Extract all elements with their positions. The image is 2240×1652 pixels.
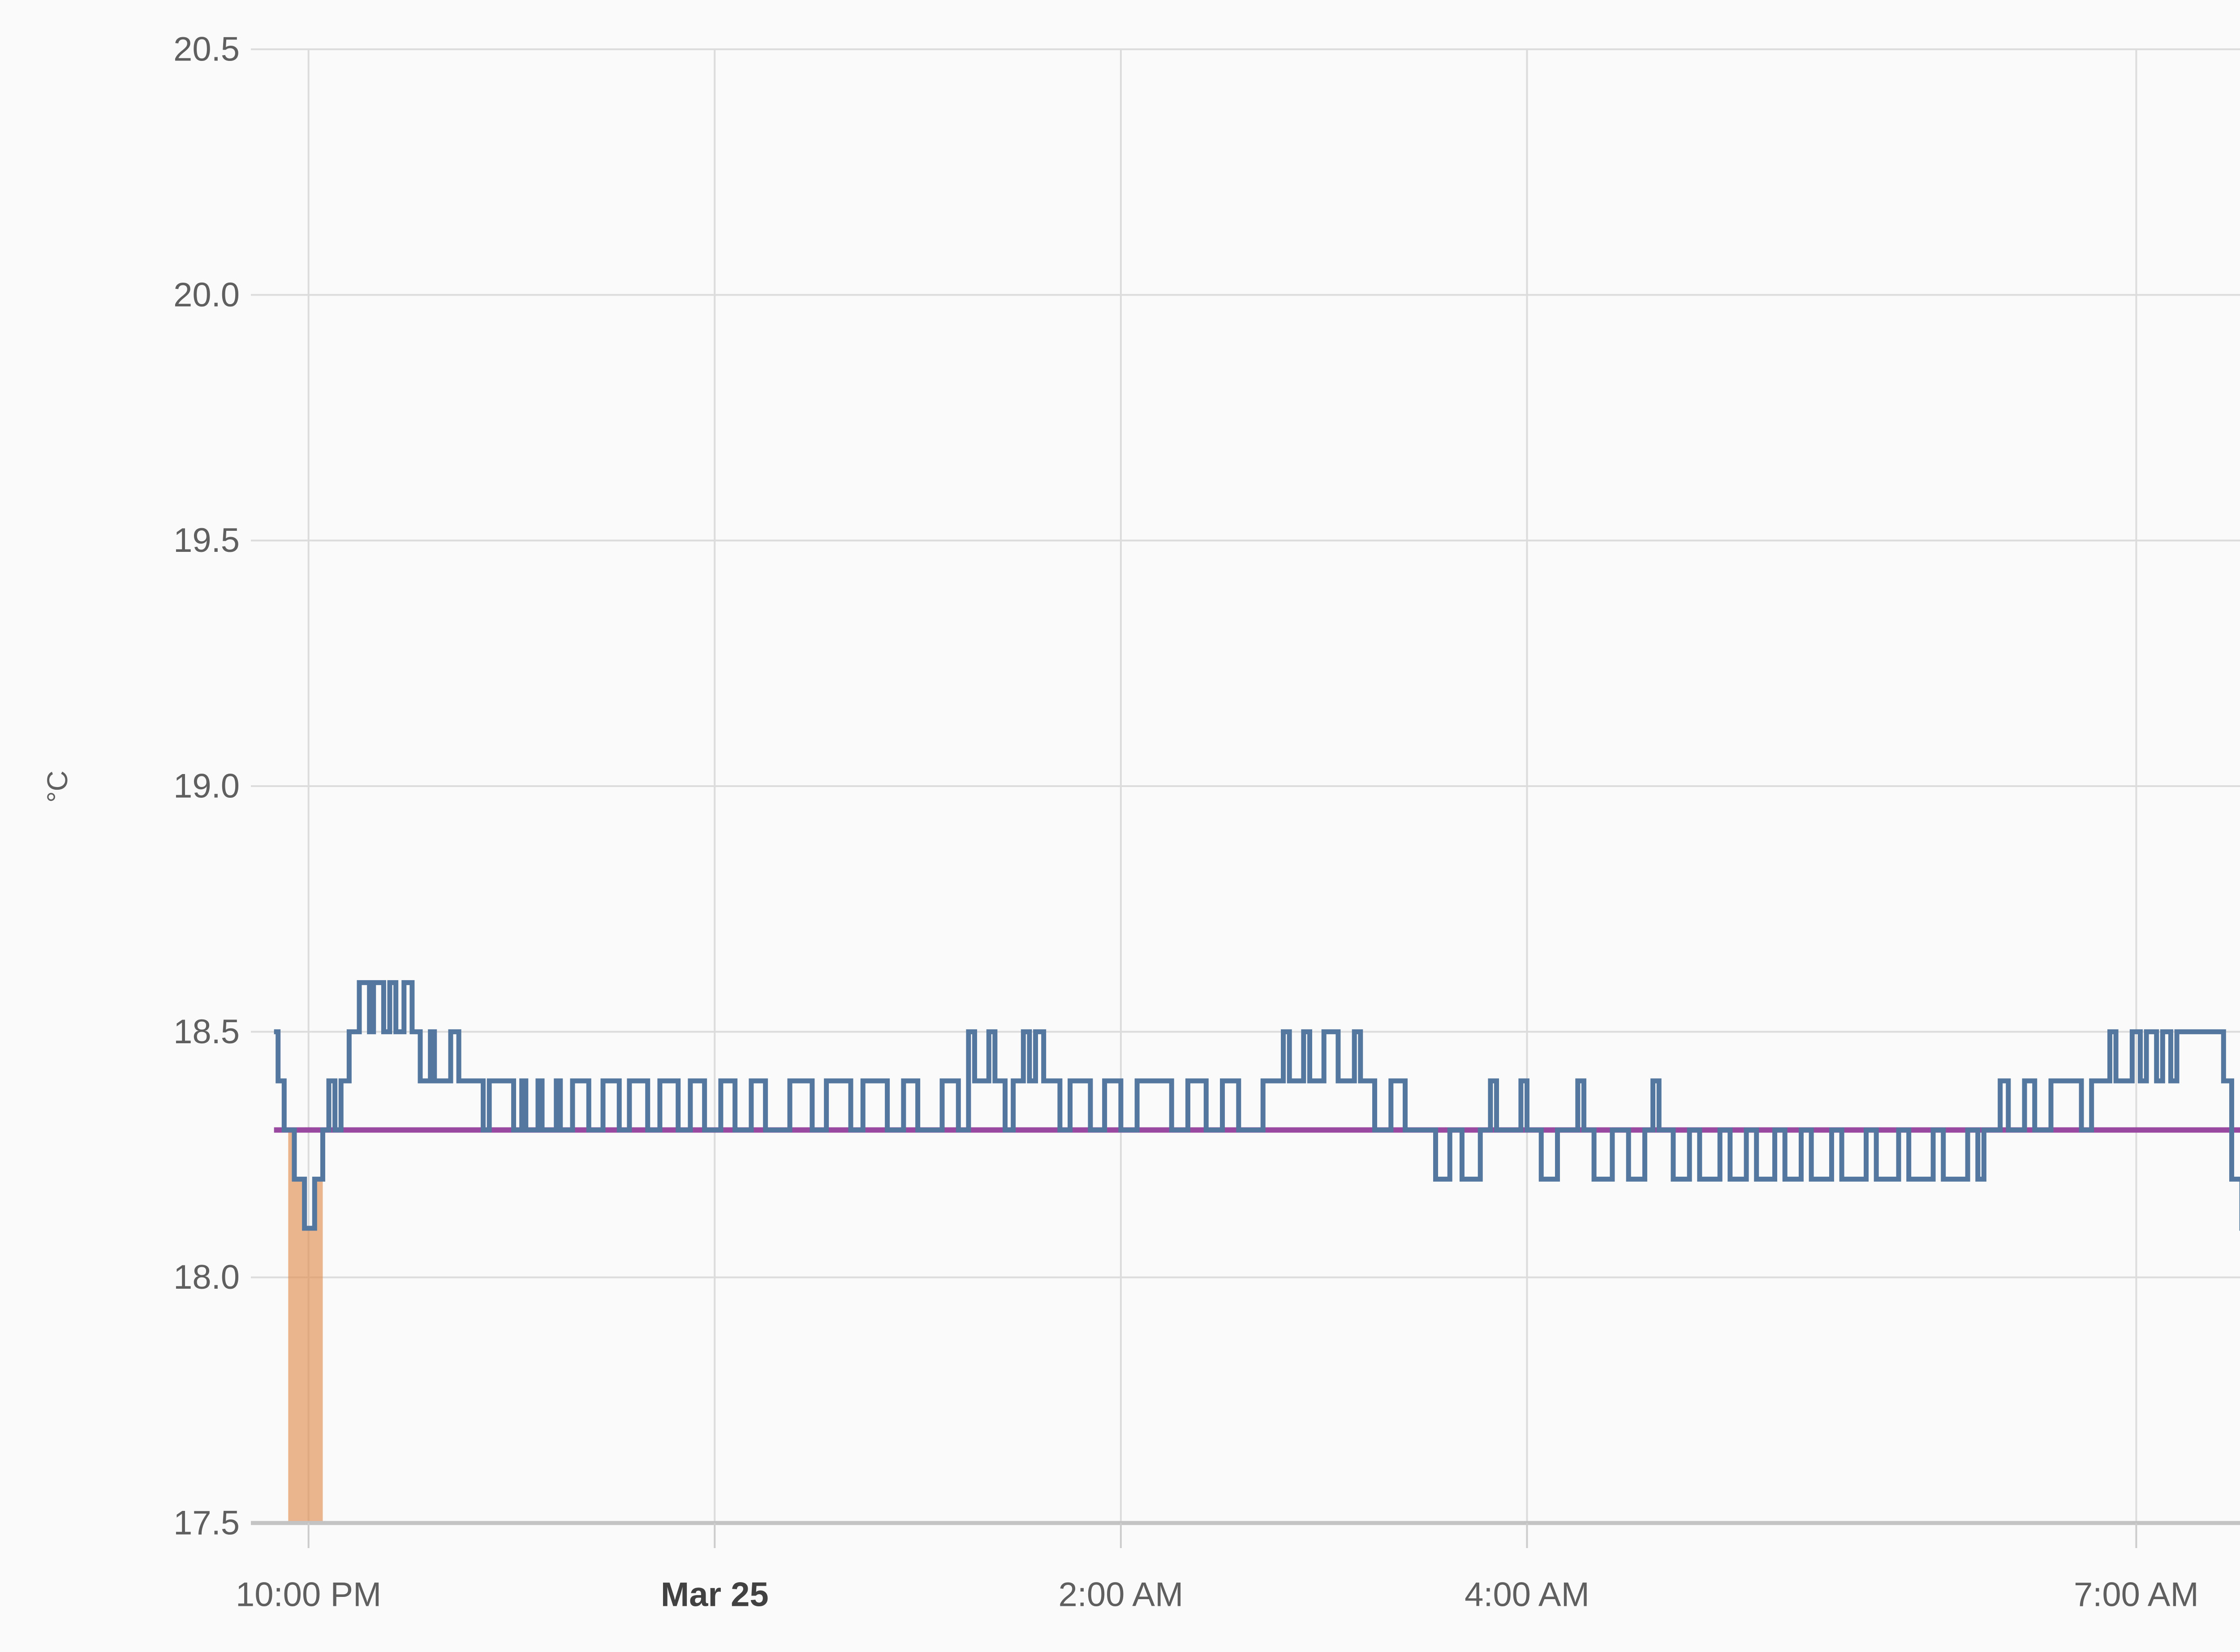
x-axis-tick-label: 4:00 AM	[1465, 1576, 1590, 1614]
axis-labels: 20.5 20.0 19.5 19.0 18.5 18.0 17.5 10:00 PM Mar …	[173, 30, 2199, 1614]
y-axis-tick-label: 19.0	[173, 767, 240, 805]
temperature-line	[274, 980, 2240, 1231]
y-axis-tick-label: 17.5	[173, 1504, 240, 1542]
temperature-line-group	[274, 980, 2240, 1231]
x-axis-tick-label: 2:00 AM	[1058, 1576, 1183, 1614]
y-axis-tick-label: 18.0	[173, 1258, 240, 1296]
x-axis-tick-label: 7:00 AM	[2074, 1576, 2199, 1614]
gridlines	[251, 48, 2240, 1523]
y-axis-tick-label: 20.5	[173, 30, 240, 68]
y-axis-tick-label: 19.5	[173, 521, 240, 559]
y-axis-tick-label: 18.5	[173, 1013, 240, 1051]
y-axis-tick-label: 20.0	[173, 276, 240, 314]
x-axis	[251, 1521, 2240, 1548]
y-axis-title: °C	[41, 770, 73, 803]
x-axis-date-label: Mar 25	[661, 1576, 769, 1614]
x-axis-tick-label: 10:00 PM	[236, 1576, 381, 1614]
